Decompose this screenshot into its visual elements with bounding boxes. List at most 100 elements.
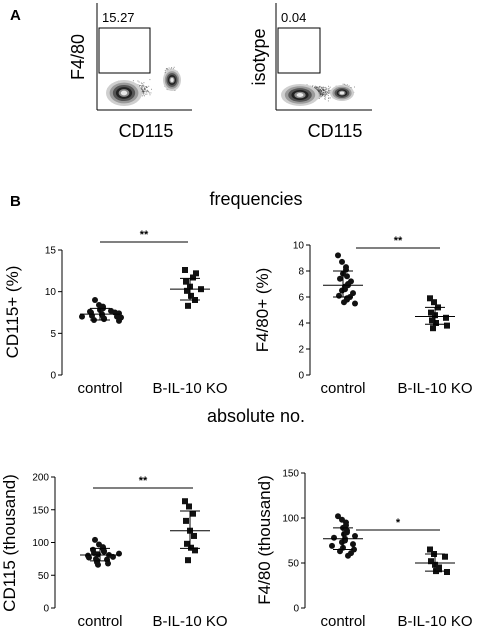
flow-event	[164, 69, 166, 71]
data-point	[101, 548, 107, 555]
flow-event	[166, 88, 168, 90]
data-point	[192, 547, 198, 554]
y-tick-label: 150	[282, 469, 299, 480]
flow-event	[320, 90, 322, 92]
flow-event	[320, 91, 322, 93]
flow-event	[145, 90, 147, 92]
flow-event	[150, 92, 152, 94]
flow-event	[327, 100, 329, 102]
panel-label-b: B	[10, 193, 21, 210]
flow-event	[165, 68, 167, 70]
flow-event	[343, 83, 345, 85]
flow-event	[148, 92, 150, 94]
data-point	[183, 517, 189, 524]
data-point	[339, 539, 345, 546]
flow-event	[143, 92, 145, 94]
flow-event	[322, 91, 324, 93]
data-point	[116, 550, 122, 557]
flow-event	[147, 90, 149, 92]
flow-event	[323, 95, 325, 97]
flow-event	[327, 88, 329, 90]
flow-event	[325, 91, 327, 93]
y-tick-label: 0	[293, 604, 299, 615]
flow-event	[329, 97, 331, 99]
flow-event	[321, 91, 323, 93]
category-label: control	[320, 613, 365, 630]
data-point	[427, 546, 433, 553]
gate-box-isotype	[277, 27, 321, 74]
flow-event	[312, 85, 314, 87]
data-point	[184, 287, 190, 294]
flow-event	[316, 87, 318, 89]
flow-event	[328, 97, 330, 99]
y-tick-label: 0	[50, 371, 56, 382]
data-point	[182, 267, 188, 273]
flow-event	[320, 94, 322, 96]
flow-event	[319, 91, 321, 93]
flow-event	[327, 89, 329, 91]
flow-event	[325, 93, 327, 95]
flow-density-isotype	[281, 83, 355, 106]
data-point	[444, 322, 450, 329]
flow-event	[323, 87, 325, 88]
flow-event	[346, 84, 348, 86]
flow-event	[317, 90, 319, 91]
data-point	[79, 313, 85, 320]
flow-event	[314, 85, 316, 87]
flow-event	[324, 94, 326, 96]
flow-event	[321, 95, 323, 97]
flow-event	[327, 91, 329, 93]
flow-event	[318, 88, 320, 90]
flow-event	[320, 92, 321, 94]
flow-event	[145, 88, 147, 90]
flow-event	[141, 85, 143, 87]
data-point	[182, 498, 188, 505]
y-axis-label: F4/80+ (%)	[253, 268, 272, 353]
flow-event	[354, 86, 355, 88]
flow-event	[146, 93, 148, 95]
data-point	[339, 287, 345, 294]
flow-event	[324, 89, 326, 91]
chart-abs-f480: 0 50 100 150 F4/80 (thousand) control B-IL-10 …	[255, 469, 473, 631]
flow-event	[324, 92, 326, 94]
flow-event	[318, 92, 320, 94]
flow-event	[322, 86, 324, 88]
flow-event	[137, 80, 139, 82]
data-point	[184, 540, 190, 547]
flow-event	[319, 85, 321, 87]
data-point	[101, 316, 107, 323]
flow-event	[319, 90, 321, 92]
y-tick-label: 50	[288, 559, 300, 570]
flow-event	[318, 93, 320, 95]
flow-event	[142, 85, 144, 87]
flow-event	[317, 87, 319, 89]
flow-event	[322, 87, 324, 89]
flow-event	[321, 94, 323, 95]
data-point	[190, 274, 196, 281]
flow-event	[171, 68, 173, 70]
flow-event	[173, 66, 175, 68]
section-title-absolute: absolute no.	[207, 406, 305, 426]
flow-density-contour	[296, 93, 304, 97]
flow-event	[321, 96, 323, 98]
data-point	[105, 560, 111, 567]
y-tick-label: 200	[32, 473, 49, 484]
data-point	[193, 270, 199, 277]
data-point	[188, 544, 194, 551]
flow-event	[315, 86, 317, 88]
flow-event	[315, 88, 317, 90]
data-point	[352, 300, 358, 307]
flow-density-contour	[339, 91, 345, 95]
flow-event	[322, 93, 324, 95]
flow-event	[144, 86, 146, 88]
flow-event	[148, 85, 150, 87]
data-point	[335, 513, 341, 520]
flow-event	[324, 86, 326, 88]
flow-event	[317, 89, 319, 90]
flow-event	[143, 85, 145, 87]
flow-ylabel-f480: F4/80	[68, 34, 88, 80]
flow-event	[324, 97, 326, 99]
data-point	[443, 314, 449, 321]
y-tick-label: 5	[50, 329, 56, 340]
flow-event	[143, 88, 145, 90]
